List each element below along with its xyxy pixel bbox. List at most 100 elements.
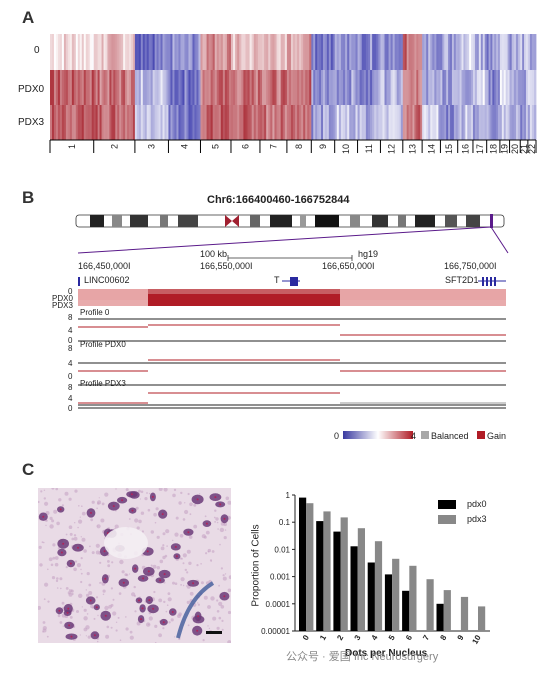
chromosome-label: 3 [147,144,157,149]
bar-pdx0-5 [384,574,393,631]
region-title: Chr6:166400460-166752844 [207,194,350,206]
x-tick-label: 7 [421,633,431,642]
chromosome-label: 21 [519,144,529,154]
legend-min: 0 [334,431,340,441]
profile-tick: 0 [68,336,73,345]
bar-pdx0-6 [402,590,410,631]
chromosome-label: 7 [268,144,278,149]
track-label-pdx0: PDX0 [52,294,73,303]
chart-xlabel: Dots per Nucleus [345,648,428,659]
genome-browser [75,214,509,439]
y-tick-label: 0.00001 [261,627,290,636]
bar-pdx3-3 [357,528,365,631]
y-tick-label: 0.01 [274,545,290,554]
chromosome-label: 10 [341,144,351,154]
chromosome-label: 13 [408,144,418,154]
y-tick-label: 0.0001 [266,600,291,609]
scale-bar [206,631,222,634]
cnv-tracks [78,289,506,306]
chromosome-label: 18 [488,144,498,154]
row-label-pdx0: PDX0 [18,84,45,95]
y-tick-label: 1 [286,491,291,500]
chromosome-label: 22 [527,144,537,154]
x-tick-label: 2 [335,633,345,642]
profile-label-0: Profile 0 [80,308,110,317]
row-label-pdx3: PDX3 [18,117,45,128]
bar-pdx3-0 [306,503,314,631]
x-tick-label: 5 [387,633,397,642]
chromosome-ideogram [75,214,509,254]
position-1: 166,450,000I [78,261,131,271]
legend-pdx0: pdx0 [467,499,487,509]
chromosome-label: 1 [67,144,77,149]
bar-pdx3-7 [426,579,434,631]
chromosome-label: 15 [444,144,454,154]
gene-label-linc00602: LINC00602 [84,275,130,285]
gene-label-sft2d1: SFT2D1 [445,275,479,285]
legend-max: 4 [411,431,417,441]
chromosome-label: 11 [364,144,374,153]
position-3: 166,650,000I [322,261,375,271]
gene-label-t: T [274,275,280,285]
bar-pdx3-6 [409,565,417,631]
profile-tick: 8 [68,313,73,322]
chromosome-label: 17 [475,144,485,154]
profile-tick: 8 [68,344,73,353]
chromosome-label: 14 [426,144,436,154]
profile-tick: 0 [68,404,73,413]
track-label-0: 0 [68,287,73,296]
bar-pdx0-4 [367,562,375,631]
x-tick-label: 10 [470,633,483,646]
x-tick-label: 1 [318,633,328,642]
chromosome-label: 12 [387,144,397,154]
chromosome-label: 2 [109,144,119,149]
bar-pdx3-8 [443,590,451,631]
bar-pdx0-3 [350,546,358,631]
profile-tick: 4 [68,394,73,403]
profile-tick: 4 [68,326,73,335]
x-tick-label: 3 [353,633,363,642]
chromosome-label: 5 [211,144,221,149]
position-4: 166,750,000I [444,261,497,271]
chromosome-label: 9 [318,144,328,149]
panel-label-c: C [22,460,35,479]
bar-pdx3-5 [392,558,400,631]
panel-label-a: A [22,8,35,27]
profile-label-pdx3: Profile PDX3 [80,379,126,388]
bar-pdx3-4 [374,541,383,631]
panel-label-b: B [22,188,35,207]
legend-pdx3: pdx3 [467,514,487,524]
track-label-pdx3: PDX3 [52,301,73,310]
legend-swatch-pdx3 [438,515,456,524]
y-tick-label: 0.001 [270,573,291,582]
chromosome-label: 8 [294,144,304,149]
position-2: 166,550,000I [200,261,253,271]
bar-pdx0-8 [436,603,444,631]
chromosome-label: 16 [460,144,470,154]
x-tick-label: 9 [456,633,466,642]
legend-balanced: Balanced [431,431,469,441]
legend-swatch-pdx0 [438,500,456,509]
x-tick-label: 0 [301,633,311,642]
bar-pdx3-10 [478,606,486,631]
x-tick-label: 6 [404,633,414,642]
bar-pdx3-2 [340,517,348,631]
bar-pdx3-9 [460,596,469,631]
chromosome-label: 19 [500,144,510,154]
chromosome-label: 6 [241,144,251,149]
profile-tick: 0 [68,372,73,381]
bar-pdx0-0 [299,497,307,631]
bar-pdx0-1 [316,521,324,631]
chart-ylabel: Proportion of Cells [250,524,262,607]
genome-label: hg19 [358,249,379,259]
chromosome-label: 4 [180,144,190,149]
legend-gain: Gain [487,431,507,441]
profile-tracks [78,318,506,409]
bar-pdx3-1 [323,511,331,631]
histology-image [38,488,231,643]
x-tick-label: 4 [370,633,380,642]
row-label-0: 0 [34,45,40,56]
bar-pdx0-2 [333,531,341,631]
